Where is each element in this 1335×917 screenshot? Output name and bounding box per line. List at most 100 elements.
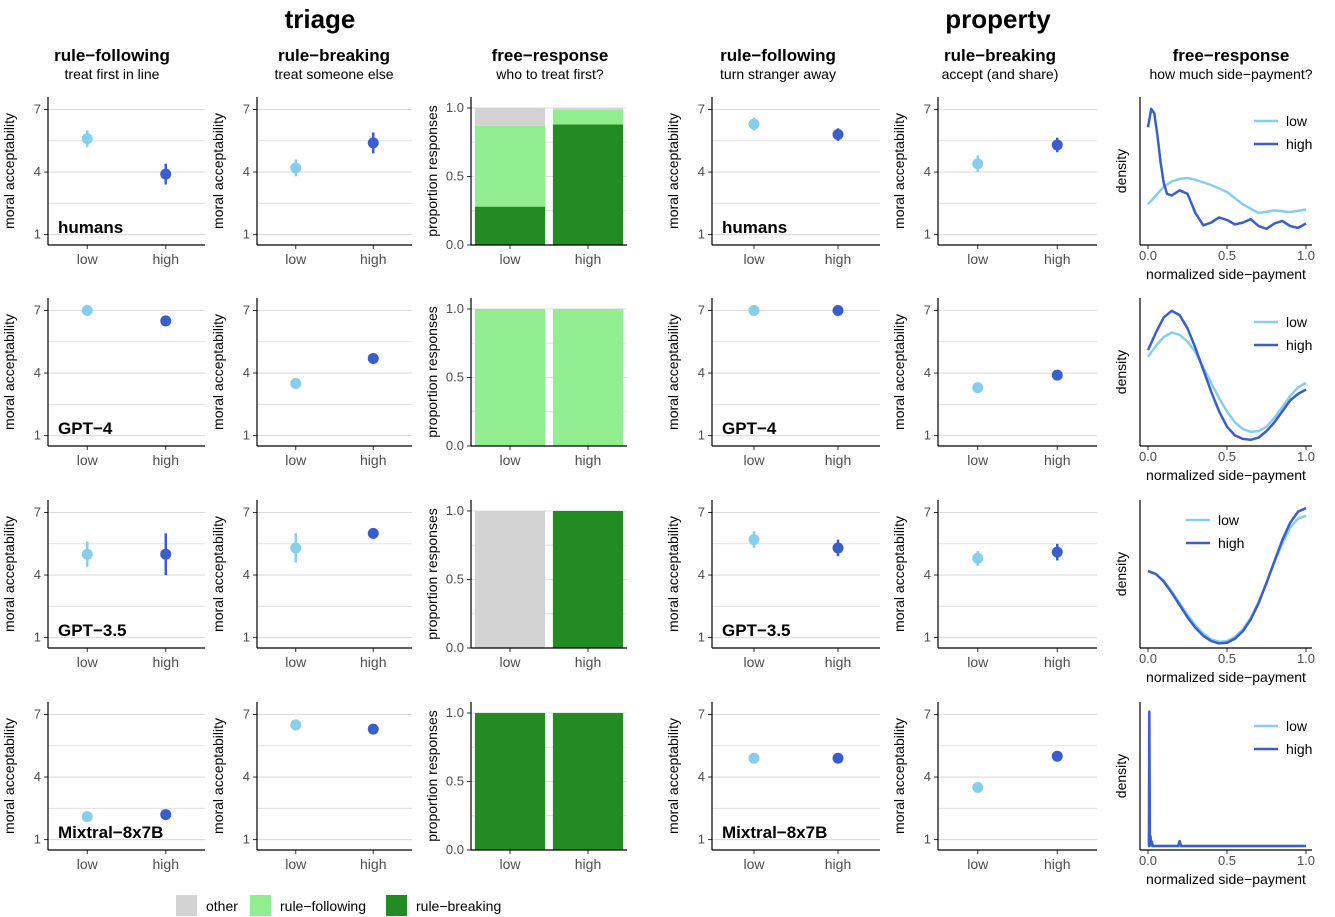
bar-segment-high [552, 510, 624, 648]
x-tick-label: low [967, 856, 989, 872]
bar-segment-low [474, 206, 546, 245]
column-title: rule−following [720, 46, 836, 65]
y-axis-label: moral acceptability [1, 516, 17, 632]
point-low [81, 305, 93, 317]
bar-legend-swatch [386, 895, 407, 916]
y-tick-label: 0.0 [446, 438, 464, 453]
y-tick-label: 7 [34, 102, 41, 117]
legend-label-high: high [1286, 741, 1312, 757]
x-tick-label: 0.5 [1218, 853, 1236, 868]
x-axis-label: normalized side−payment [1146, 871, 1306, 887]
panel-triage-free-response-row1: 0.0 0.5 1.0 low high proportion responses [424, 298, 627, 468]
y-tick-label: 1 [698, 227, 705, 242]
model-label: GPT−4 [722, 419, 777, 438]
y-axis-label: proportion responses [424, 105, 440, 237]
column-subtitle: who to treat first? [495, 66, 604, 82]
y-axis-label: moral acceptability [665, 718, 681, 834]
x-tick-label: 1.0 [1297, 651, 1315, 666]
point-low [290, 377, 302, 389]
x-tick-label: 0.5 [1218, 651, 1236, 666]
point-low [748, 305, 760, 317]
y-axis-label: moral acceptability [210, 314, 226, 430]
x-tick-label: 1.0 [1297, 853, 1315, 868]
column-subtitle: accept (and share) [942, 66, 1059, 82]
y-tick-label: 1 [924, 428, 931, 443]
y-axis-label: moral acceptability [210, 718, 226, 834]
x-tick-label: 0.5 [1218, 449, 1236, 464]
panel-triage-free-response-row3: 0.0 0.5 1.0 low high proportion responses [424, 702, 627, 872]
x-tick-label: high [1044, 856, 1070, 872]
y-tick-label: 4 [924, 769, 931, 784]
y-tick-label: 7 [924, 707, 931, 722]
x-tick-label: 0.0 [1139, 651, 1157, 666]
y-tick-label: 1.0 [446, 301, 464, 316]
bar-segment-high [552, 712, 624, 850]
y-tick-label: 1 [34, 428, 41, 443]
x-tick-label: low [499, 856, 521, 872]
x-tick-label: high [153, 654, 179, 670]
y-tick-label: 4 [34, 164, 41, 179]
density-line-high [1146, 309, 1307, 442]
x-axis-label: normalized side−payment [1146, 669, 1306, 685]
panel-triage-free-response-row2: 0.0 0.5 1.0 low high proportion responses [424, 500, 627, 670]
panel-property-rule-following-row1: 1 4 7 low high moral acceptability GPT−4 [665, 298, 880, 468]
y-tick-label: 7 [243, 102, 250, 117]
panel-property-rule-following-row2: 1 4 7 low high moral acceptability GPT−3.5 [665, 500, 880, 670]
x-tick-label: high [825, 251, 851, 267]
y-axis-label: moral acceptability [1, 718, 17, 834]
x-tick-label: high [825, 654, 851, 670]
y-tick-label: 7 [698, 102, 705, 117]
panel-property-free-response-density-row3: 0.0 0.5 1.0 density normalized side−payment l… [1113, 702, 1315, 887]
panel-property-rule-breaking-row3: 1 4 7 low high moral acceptability [891, 702, 1097, 872]
y-tick-label: 0.5 [446, 168, 464, 183]
y-tick-label: 4 [243, 769, 250, 784]
y-tick-label: 7 [924, 303, 931, 318]
y-tick-label: 1 [34, 832, 41, 847]
y-tick-label: 4 [924, 365, 931, 380]
y-tick-label: 7 [34, 707, 41, 722]
y-tick-label: 7 [698, 707, 705, 722]
bar-segment-high [552, 107, 624, 110]
bar-segment-low [474, 125, 546, 207]
y-axis-label: moral acceptability [891, 314, 907, 430]
point-low [81, 811, 93, 823]
x-tick-label: low [743, 251, 765, 267]
model-label: Mixtral−8x7B [58, 823, 163, 842]
model-label: GPT−4 [58, 419, 113, 438]
x-axis-label: normalized side−payment [1146, 266, 1306, 282]
bar-legend-label: rule−breaking [416, 898, 501, 914]
x-tick-label: low [967, 452, 989, 468]
y-tick-label: 0.5 [446, 571, 464, 586]
x-tick-label: 0.0 [1139, 248, 1157, 263]
point-high [1051, 369, 1063, 381]
bar-legend-label: rule−following [280, 898, 366, 914]
y-axis-label: proportion responses [424, 508, 440, 640]
point-low [290, 719, 302, 731]
y-tick-label: 0.0 [446, 237, 464, 252]
x-tick-label: low [285, 654, 307, 670]
y-tick-label: 1 [924, 832, 931, 847]
x-tick-label: 0.5 [1218, 248, 1236, 263]
y-tick-label: 0.0 [446, 640, 464, 655]
panel-property-rule-following-row3: 1 4 7 low high moral acceptability Mixtral−8x7… [665, 702, 880, 872]
y-tick-label: 4 [243, 567, 250, 582]
panel-property-rule-breaking-row2: 1 4 7 low high moral acceptability [891, 500, 1097, 670]
y-tick-label: 4 [34, 567, 41, 582]
x-tick-label: low [499, 654, 521, 670]
x-tick-label: high [153, 251, 179, 267]
y-tick-label: 7 [243, 303, 250, 318]
x-tick-label: low [77, 654, 99, 670]
y-axis-label: moral acceptability [891, 113, 907, 229]
column-title: rule−breaking [944, 46, 1056, 65]
column-subtitle: how much side−payment? [1149, 66, 1312, 82]
point-high [832, 752, 844, 764]
panel-triage-rule-following-row1: 1 4 7 low high moral acceptability GPT−4 [1, 298, 205, 468]
column-subtitle: treat first in line [65, 66, 160, 82]
point-high [1051, 139, 1063, 151]
y-axis-label: moral acceptability [665, 516, 681, 632]
y-tick-label: 4 [698, 365, 705, 380]
panel-property-rule-following-row0: 1 4 7 low high moral acceptability humans [665, 97, 880, 267]
y-tick-label: 1 [698, 630, 705, 645]
y-tick-label: 0.0 [446, 842, 464, 857]
point-low [290, 542, 302, 554]
